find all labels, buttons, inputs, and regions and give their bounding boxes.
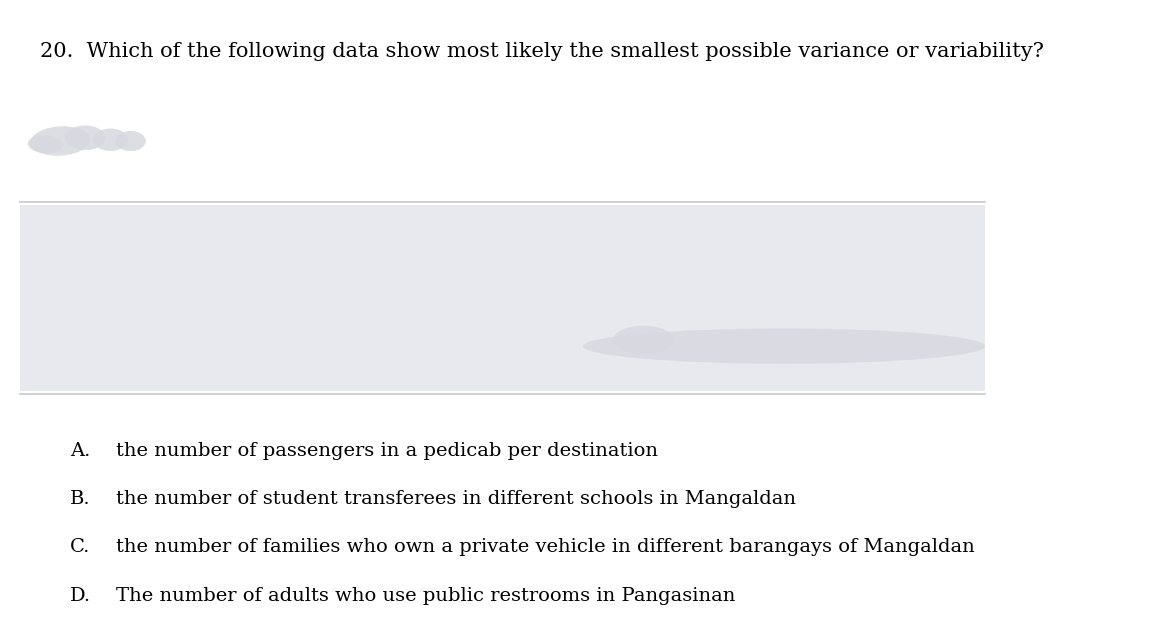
Text: C.: C. bbox=[70, 538, 91, 556]
Text: D.: D. bbox=[70, 587, 91, 604]
Text: A.: A. bbox=[70, 442, 91, 460]
Text: the number of passengers in a pedicab per destination: the number of passengers in a pedicab pe… bbox=[115, 442, 658, 460]
Text: the number of student transferees in different schools in Mangaldan: the number of student transferees in dif… bbox=[115, 490, 796, 508]
Ellipse shape bbox=[115, 131, 146, 151]
Text: B.: B. bbox=[70, 490, 91, 508]
FancyBboxPatch shape bbox=[20, 205, 985, 391]
Text: 20.  Which of the following data show most likely the smallest possible variance: 20. Which of the following data show mos… bbox=[40, 42, 1044, 61]
Ellipse shape bbox=[28, 135, 62, 153]
Ellipse shape bbox=[66, 126, 106, 150]
Ellipse shape bbox=[93, 128, 128, 151]
Ellipse shape bbox=[583, 329, 985, 364]
Text: The number of adults who use public restrooms in Pangasinan: The number of adults who use public rest… bbox=[115, 587, 735, 604]
Text: the number of families who own a private vehicle in different barangays of Manga: the number of families who own a private… bbox=[115, 538, 975, 556]
Ellipse shape bbox=[613, 326, 674, 354]
Ellipse shape bbox=[30, 126, 90, 156]
